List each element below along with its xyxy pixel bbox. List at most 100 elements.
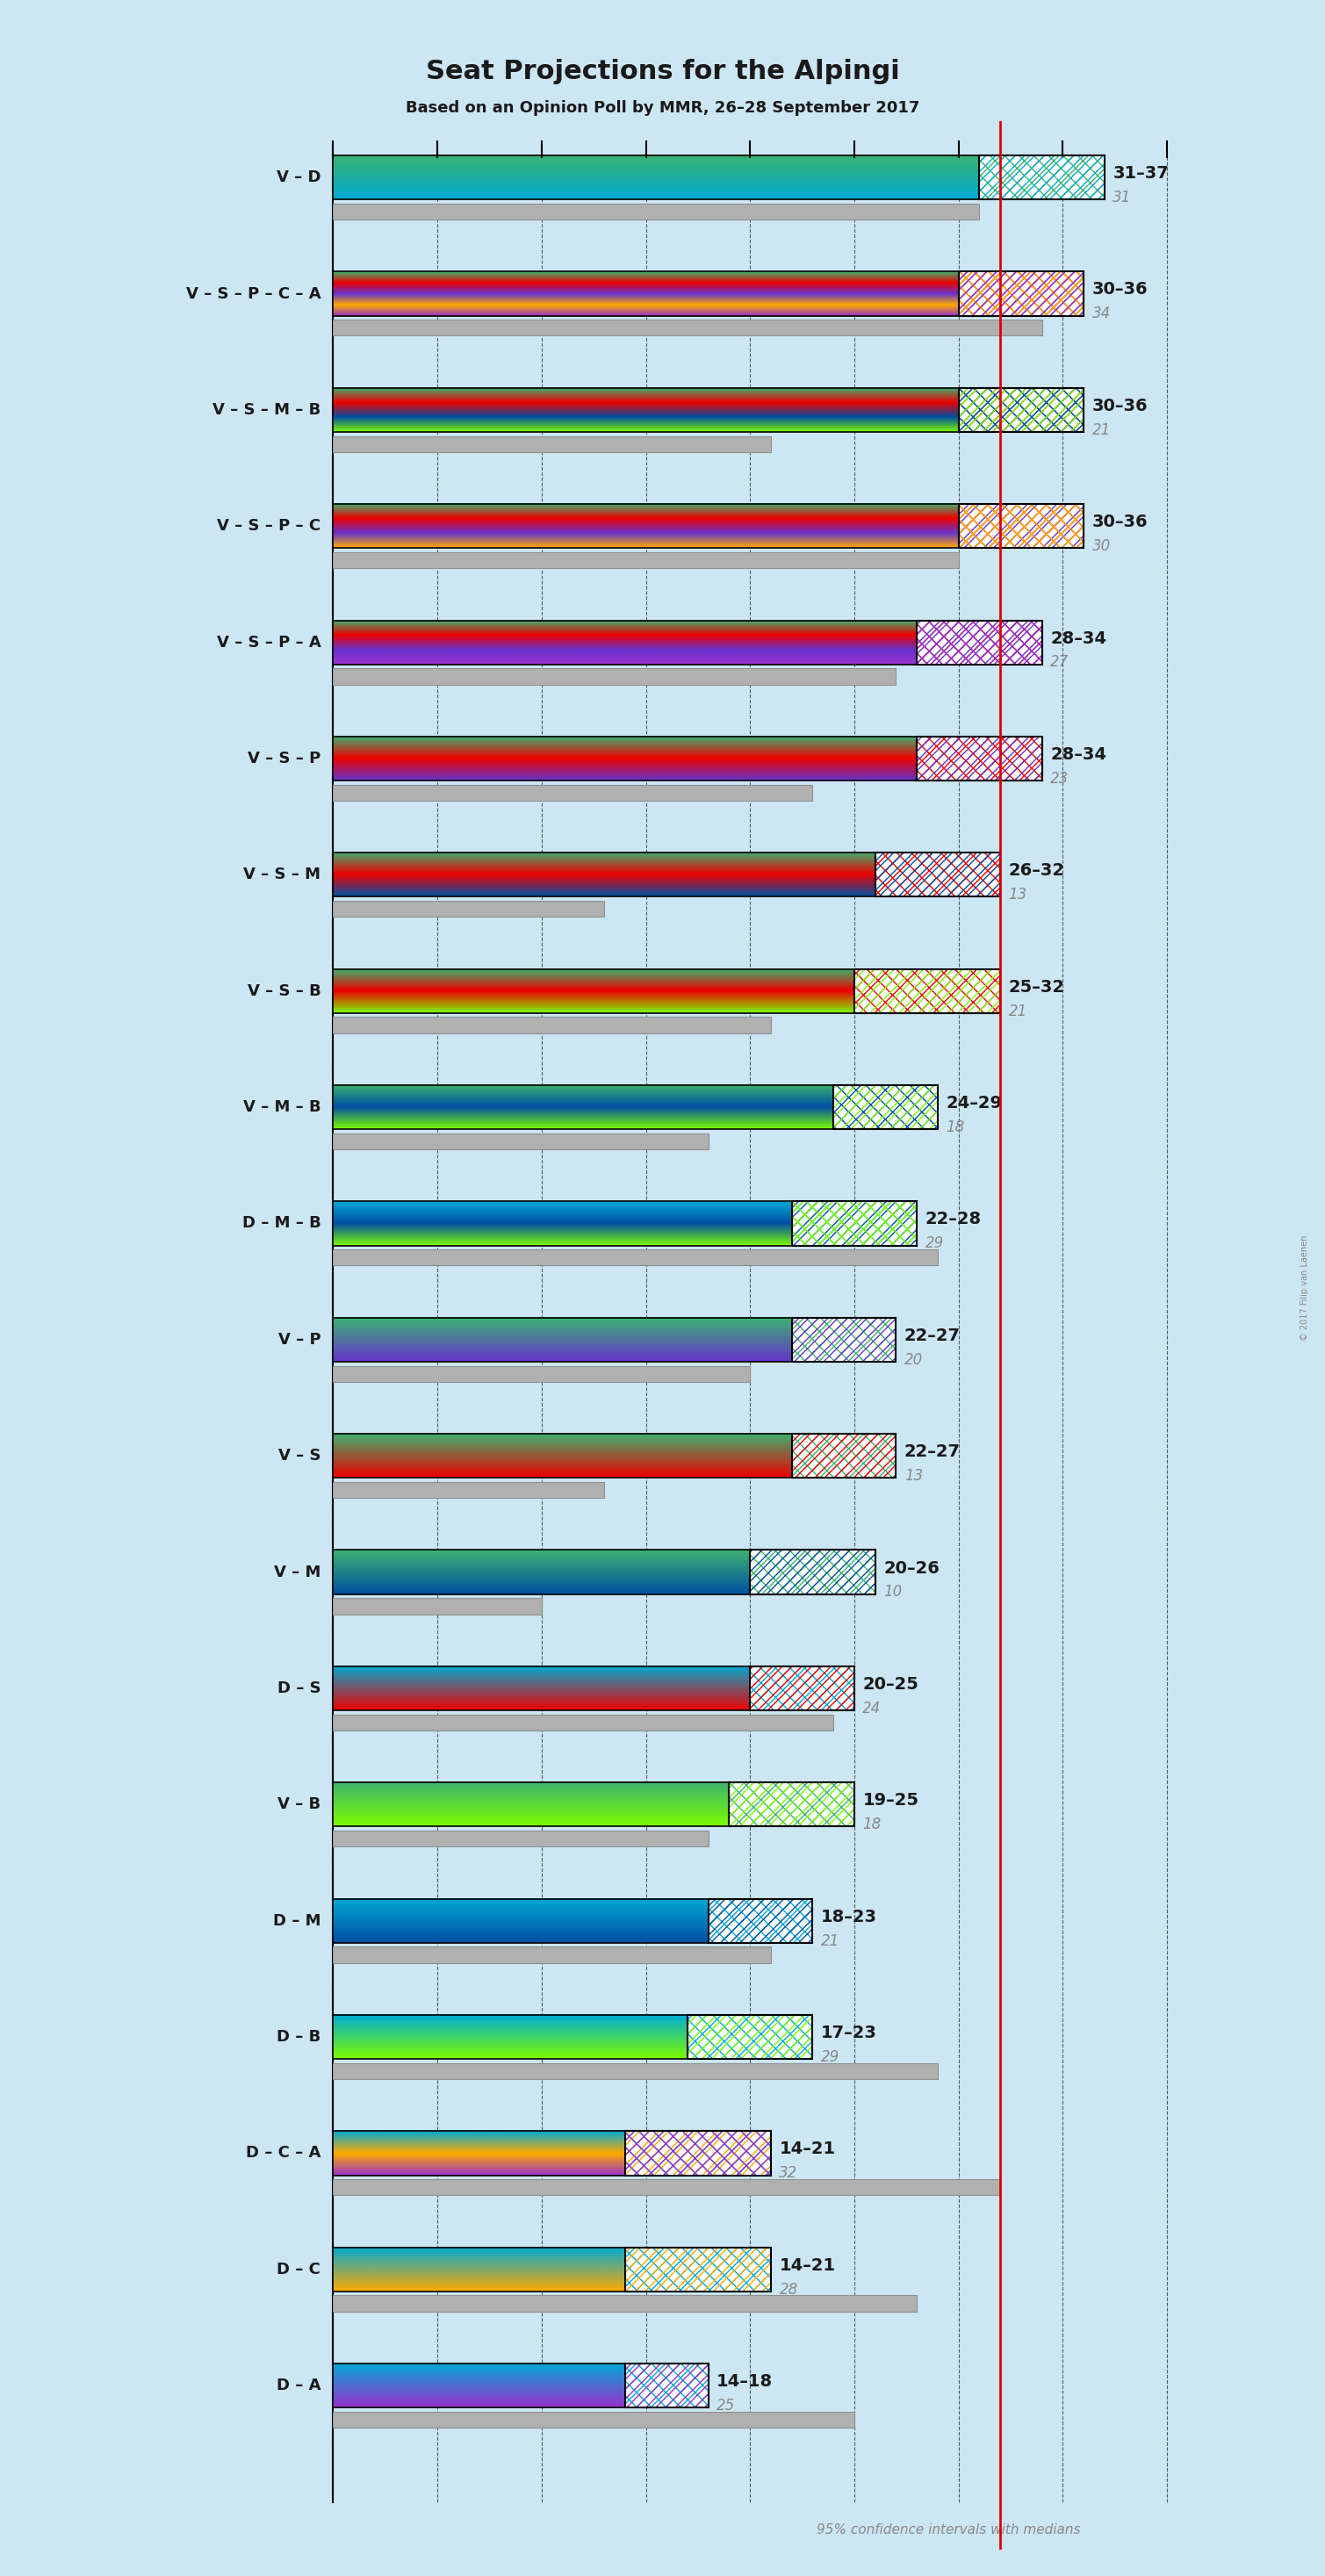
Text: 13: 13 — [1008, 886, 1027, 902]
Text: V – S – P – C – A: V – S – P – C – A — [186, 286, 321, 301]
Bar — [625, 2130, 771, 2174]
Bar — [333, 319, 1041, 335]
Bar — [792, 1316, 896, 1363]
Bar — [688, 2014, 812, 2058]
Bar — [333, 1716, 833, 1731]
Bar — [625, 2365, 709, 2409]
Bar — [625, 2246, 771, 2293]
Bar — [750, 1667, 855, 1710]
Bar — [333, 2295, 917, 2311]
Bar — [333, 2411, 855, 2427]
Text: 24: 24 — [863, 1700, 881, 1716]
Text: 30–36: 30–36 — [1092, 513, 1147, 531]
Text: 28: 28 — [779, 2282, 798, 2298]
Bar — [625, 2365, 709, 2409]
Bar — [625, 2246, 771, 2293]
Text: 14–21: 14–21 — [779, 2141, 836, 2159]
Bar — [333, 1667, 750, 1710]
Bar — [729, 1783, 855, 1826]
Text: D – M – B: D – M – B — [242, 1216, 321, 1231]
Text: V – S: V – S — [278, 1448, 321, 1463]
Bar — [958, 389, 1084, 433]
Text: 18–23: 18–23 — [822, 1909, 877, 1924]
Bar — [688, 2014, 812, 2058]
Bar — [333, 270, 958, 317]
Bar — [750, 1551, 874, 1595]
Bar — [750, 1667, 855, 1710]
Bar — [792, 1316, 896, 1363]
Bar — [833, 1084, 938, 1128]
Text: 14–21: 14–21 — [779, 2257, 836, 2275]
Bar — [792, 1200, 917, 1244]
Text: 18: 18 — [946, 1121, 965, 1136]
Bar — [855, 969, 1000, 1012]
Bar — [333, 969, 855, 1012]
Bar — [333, 786, 812, 801]
Bar — [625, 2365, 709, 2409]
Text: 29: 29 — [822, 2048, 840, 2066]
Bar — [958, 505, 1084, 549]
Text: 30–36: 30–36 — [1092, 281, 1147, 299]
Bar — [333, 737, 917, 781]
Bar — [917, 737, 1041, 781]
Bar — [917, 737, 1041, 781]
Bar — [333, 621, 917, 665]
Bar — [333, 1316, 792, 1363]
Text: 25: 25 — [717, 2398, 735, 2414]
Bar — [729, 1783, 855, 1826]
Bar — [958, 270, 1084, 317]
Bar — [333, 204, 979, 219]
Bar — [917, 621, 1041, 665]
Bar — [709, 1899, 812, 1942]
Bar — [333, 1597, 542, 1615]
Bar — [625, 2130, 771, 2174]
Text: Based on an Opinion Poll by MMR, 26–28 September 2017: Based on an Opinion Poll by MMR, 26–28 S… — [405, 100, 920, 116]
Bar — [625, 2130, 771, 2174]
Text: 31–37: 31–37 — [1113, 165, 1169, 183]
Bar — [333, 1481, 604, 1499]
Text: 95% confidence intervals with medians: 95% confidence intervals with medians — [816, 2524, 1081, 2537]
Bar — [333, 1084, 833, 1128]
Bar — [333, 2063, 938, 2079]
Text: 22–27: 22–27 — [904, 1443, 961, 1461]
Bar — [333, 853, 874, 896]
Bar — [855, 969, 1000, 1012]
Text: V – S – P – A: V – S – P – A — [216, 634, 321, 649]
Bar — [792, 1435, 896, 1479]
Text: D – C: D – C — [277, 2262, 321, 2277]
Text: 20: 20 — [904, 1352, 924, 1368]
Bar — [917, 621, 1041, 665]
Bar — [917, 621, 1041, 665]
Text: 28–34: 28–34 — [1051, 747, 1106, 762]
Bar — [625, 2365, 709, 2409]
Text: 18: 18 — [863, 1816, 881, 1832]
Bar — [917, 737, 1041, 781]
Bar — [958, 389, 1084, 433]
Bar — [333, 551, 958, 569]
Bar — [792, 1316, 896, 1363]
Bar — [792, 1200, 917, 1244]
Bar — [709, 1899, 812, 1942]
Bar — [333, 1249, 938, 1265]
Bar — [958, 389, 1084, 433]
Text: D – M: D – M — [273, 1914, 321, 1929]
Text: 24–29: 24–29 — [946, 1095, 1002, 1113]
Text: D – C – A: D – C – A — [245, 2146, 321, 2161]
Bar — [333, 667, 896, 685]
Bar — [958, 389, 1084, 433]
Bar — [917, 621, 1041, 665]
Bar — [917, 621, 1041, 665]
Text: V – P: V – P — [278, 1332, 321, 1347]
Bar — [958, 505, 1084, 549]
Bar — [625, 2130, 771, 2174]
Bar — [833, 1084, 938, 1128]
Bar — [688, 2014, 812, 2058]
Text: V – M: V – M — [274, 1564, 321, 1579]
Bar — [792, 1435, 896, 1479]
Text: 26–32: 26–32 — [1008, 863, 1065, 878]
Text: V – S – M: V – S – M — [244, 868, 321, 884]
Text: 22–28: 22–28 — [925, 1211, 982, 1229]
Text: 30: 30 — [1092, 538, 1110, 554]
Text: V – M – B: V – M – B — [242, 1100, 321, 1115]
Bar — [833, 1084, 938, 1128]
